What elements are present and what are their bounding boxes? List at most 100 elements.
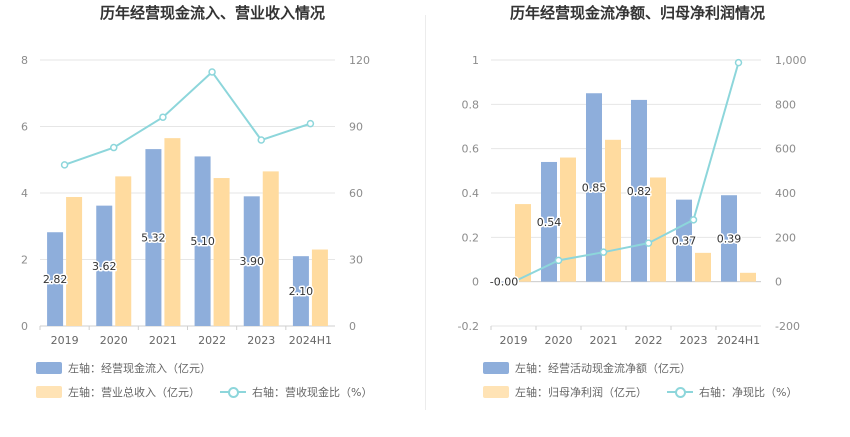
chart-panel-right: 历年经营现金流净额、归母净利润情况 -0.2 -200 0 0 0.2 200 0.4 400… (425, 0, 850, 437)
y-left-tick-label: 0.2 (462, 231, 480, 244)
y-left-tick-label: 0.4 (462, 187, 480, 200)
bar-series1 (194, 156, 211, 326)
bar-series1 (292, 256, 309, 326)
line-point (599, 248, 608, 256)
y-right-tick-label: 400 (775, 187, 796, 200)
chart-panel-left: 历年经营现金流入、营业收入情况 0 0 2 30 4 60 6 90 8 120 2019 2020 2… (21, 4, 372, 400)
y-right-tick-label: 60 (349, 187, 363, 200)
data-label: 3.90 (240, 255, 265, 268)
x-tick-label: 2023 (247, 334, 275, 347)
chart-title: 历年经营现金流入、营业收入情况 (99, 4, 325, 22)
series-line (64, 70, 311, 166)
data-label: 0.85 (582, 181, 607, 194)
bar-series2 (213, 178, 230, 326)
legend-label: 左轴：营业总收入（亿元） (68, 386, 200, 399)
panel-divider (425, 15, 426, 410)
y-left-tick-label: 6 (21, 121, 28, 134)
x-tick-label: 2021 (149, 334, 177, 347)
bar-series2 (66, 196, 83, 326)
data-label: 2.10 (289, 285, 314, 298)
legend-label: 右轴：营收现金比（%） (252, 386, 373, 399)
legend-swatch (36, 386, 62, 398)
data-label: -0.00 (490, 276, 518, 289)
legend-item-bar2[interactable]: 左轴：归母净利润（亿元） (483, 384, 647, 400)
legend-swatch (667, 386, 693, 398)
y-right-tick-label: 120 (349, 54, 370, 67)
data-label: 2.82 (43, 273, 68, 286)
data-label: 5.32 (141, 232, 166, 245)
bar-series2 (740, 272, 756, 282)
y-left-tick-label: 8 (21, 54, 28, 67)
data-label: 0.54 (537, 216, 562, 229)
y-right-tick-label: -200 (775, 320, 800, 333)
x-tick-label: 2019 (51, 334, 79, 347)
bar-series1 (676, 199, 692, 282)
x-tick-label: 2024H1 (717, 334, 760, 347)
bar-series2 (605, 139, 621, 282)
y-right-tick-label: 600 (775, 143, 796, 156)
legend-swatch (483, 386, 509, 398)
y-right-tick-label: 200 (775, 231, 796, 244)
y-right-tick-label: 0 (349, 320, 356, 333)
x-tick-label: 2024H1 (289, 334, 332, 347)
bar-series2 (650, 177, 666, 282)
line-point (689, 216, 698, 224)
legend-label: 右轴：净现比（%） (699, 386, 798, 399)
line-point (554, 256, 563, 265)
y-left-tick-label: 1 (472, 54, 479, 67)
legend-label: 左轴：归母净利润（亿元） (515, 386, 647, 399)
legend-label: 左轴：经营活动现金流净额（亿元） (515, 362, 691, 375)
bar-series2 (560, 157, 576, 282)
y-left-tick-label: -0.2 (458, 320, 479, 333)
chart-title: 历年经营现金流净额、归母净利润情况 (509, 4, 765, 22)
legend-item-line[interactable]: 右轴：净现比（%） (667, 384, 797, 400)
line-point (60, 161, 69, 169)
y-left-tick-label: 0 (21, 320, 28, 333)
data-label: 5.10 (190, 235, 215, 248)
legend-swatch (220, 386, 246, 398)
y-left-tick-label: 4 (21, 187, 28, 200)
legend-item-bar1[interactable]: 左轴：经营现金流入（亿元） (36, 360, 211, 376)
line-point (734, 58, 743, 67)
legend-label: 左轴：经营现金流入（亿元） (68, 362, 211, 375)
bar-series1 (96, 205, 113, 326)
data-label: 0.39 (717, 232, 742, 245)
x-tick-label: 2020 (545, 334, 573, 347)
bar-series1 (541, 161, 557, 282)
chart-svg: -0.2 -200 0 0 0.2 200 0.4 400 0.6 600 0.8 800 1 1,000… (458, 54, 807, 347)
bar-series1 (631, 99, 647, 282)
line-point (509, 278, 518, 286)
chart-svg: 0 0 2 30 4 60 6 90 8 120 2019 2020 2021 2022 2023 2024H… (21, 54, 370, 347)
line-point (110, 143, 118, 152)
x-tick-label: 2021 (590, 334, 618, 347)
legend-swatch (483, 362, 509, 374)
bar-series1 (145, 149, 162, 326)
y-right-tick-label: 0 (775, 276, 782, 289)
legend-item-line[interactable]: 右轴：营收现金比（%） (220, 384, 372, 400)
legend-item-bar2[interactable]: 左轴：营业总收入（亿元） (36, 384, 200, 400)
y-right-tick-label: 800 (775, 98, 796, 111)
bar-series1 (721, 195, 737, 282)
legend-swatch (36, 362, 62, 374)
line-point (208, 68, 216, 76)
y-right-tick-label: 90 (349, 121, 363, 134)
x-tick-label: 2022 (198, 334, 226, 347)
bar-series1 (243, 196, 260, 326)
y-left-tick-label: 0.6 (462, 143, 480, 156)
data-label: 0.37 (672, 235, 697, 248)
y-left-tick-label: 0.8 (462, 98, 480, 111)
bar-series1 (47, 232, 64, 326)
data-label: 0.82 (627, 185, 652, 198)
data-label: 3.62 (92, 260, 117, 273)
line-point (257, 136, 265, 144)
bar-series1 (496, 281, 512, 283)
bar-series2 (695, 252, 711, 282)
x-tick-label: 2023 (680, 334, 708, 347)
x-tick-label: 2022 (635, 334, 663, 347)
line-point (159, 113, 167, 121)
bar-series2 (164, 138, 181, 326)
bar-series2 (262, 171, 279, 326)
x-tick-label: 2020 (100, 334, 128, 347)
legend-item-bar1[interactable]: 左轴：经营活动现金流净额（亿元） (483, 360, 691, 376)
x-tick-label: 2019 (500, 334, 528, 347)
